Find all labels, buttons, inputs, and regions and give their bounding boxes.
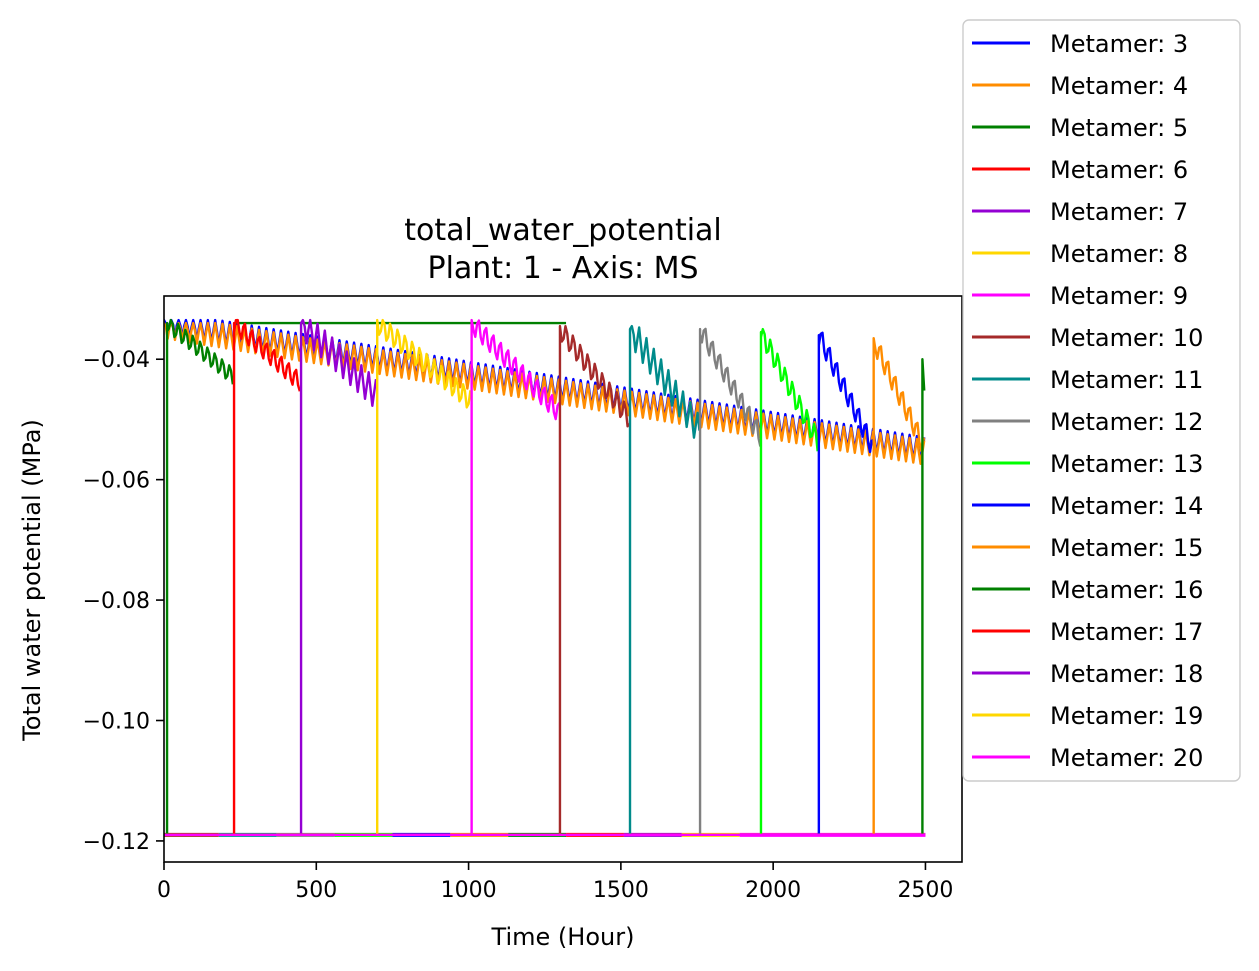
y-axis: −0.04 −0.06 −0.08 −0.10 −0.12: [83, 348, 164, 855]
series-line: [299, 318, 378, 835]
legend-label: Metamer: 8: [1050, 240, 1188, 268]
legend-label: Metamer: 11: [1050, 366, 1203, 394]
x-tick-label: 2500: [897, 878, 953, 903]
series-line: [558, 324, 631, 835]
legend-label: Metamer: 12: [1050, 408, 1203, 436]
y-tick-label: −0.04: [83, 348, 150, 373]
y-tick-label: −0.06: [83, 469, 150, 494]
x-axis: 0 500 1000 1500 2000 2500: [157, 862, 953, 903]
series-line: [698, 327, 762, 835]
series-line: [165, 318, 567, 835]
x-tick-label: 500: [295, 878, 337, 903]
x-tick-label: 1000: [441, 878, 497, 903]
legend-label: Metamer: 16: [1050, 576, 1203, 604]
legend-label: Metamer: 19: [1050, 702, 1203, 730]
legend-label: Metamer: 18: [1050, 660, 1203, 688]
legend-label: Metamer: 15: [1050, 534, 1203, 562]
legend-label: Metamer: 5: [1050, 114, 1188, 142]
series-line: [921, 358, 926, 835]
legend-label: Metamer: 6: [1050, 156, 1188, 184]
legend-label: Metamer: 20: [1050, 744, 1203, 772]
legend-label: Metamer: 10: [1050, 324, 1203, 352]
x-tick-label: 2000: [745, 878, 801, 903]
series-line: [470, 318, 561, 835]
y-tick-label: −0.08: [83, 589, 150, 614]
legend: Metamer: 3 Metamer: 4 Metamer: 5 Metamer: 6…: [962, 19, 1241, 782]
series-line: [628, 324, 701, 835]
legend-label: Metamer: 7: [1050, 198, 1188, 226]
x-tick-label: 1500: [593, 878, 649, 903]
y-axis-label: Total water potential (MPa): [18, 419, 46, 742]
series-line: [232, 318, 301, 835]
x-tick-label: 0: [157, 878, 171, 903]
legend-frame: [962, 19, 1241, 782]
series-line: [872, 336, 926, 835]
y-tick-label: −0.12: [83, 830, 150, 855]
y-tick-label: −0.10: [83, 710, 150, 735]
series-line: [759, 327, 819, 835]
x-axis-label: Time (Hour): [491, 923, 635, 951]
legend-label: Metamer: 9: [1050, 282, 1188, 310]
series-line: [164, 321, 926, 465]
series-line: [817, 331, 875, 835]
legend-label: Metamer: 14: [1050, 492, 1203, 520]
plot-area: [164, 318, 926, 837]
legend-label: Metamer: 4: [1050, 72, 1188, 100]
series-line: [376, 318, 472, 835]
legend-label: Metamer: 17: [1050, 618, 1203, 646]
plot-frame: [163, 295, 963, 863]
chart-subtitle: Plant: 1 - Axis: MS: [427, 251, 698, 286]
legend-label: Metamer: 13: [1050, 450, 1203, 478]
legend-label: Metamer: 3: [1050, 30, 1188, 58]
chart-title: total_water_potential: [404, 213, 722, 248]
